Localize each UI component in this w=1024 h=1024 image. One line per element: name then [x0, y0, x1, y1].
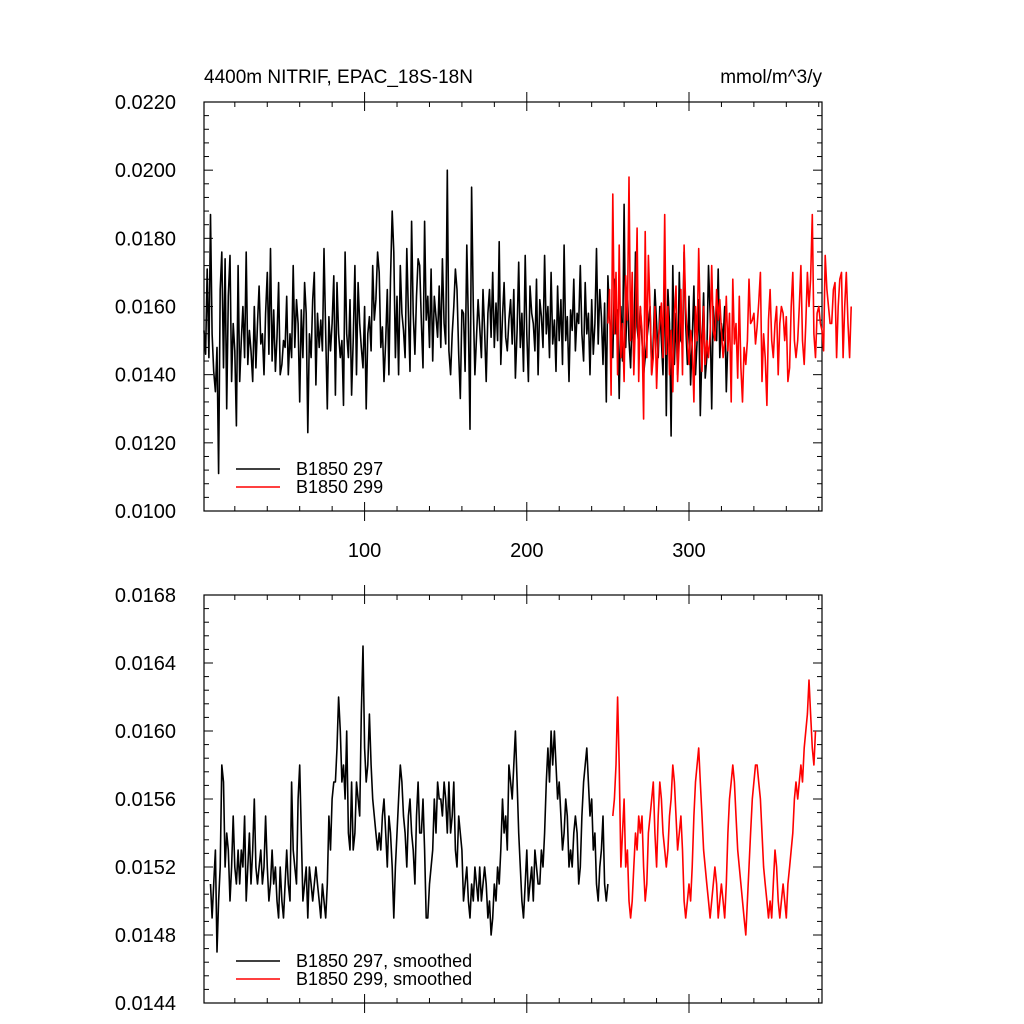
units-label: mmol/m^3/y [720, 67, 822, 88]
series-line-b1850-299 [607, 176, 852, 420]
x-tick-label: 100 [348, 540, 381, 562]
y-tick-label: 0.0156 [115, 789, 176, 811]
legend-label: B1850 299 [296, 477, 383, 497]
panel-smoothed: 0.0144 0.0148 0.0152 0.0156 0.0160 0.0164 0.01… [115, 585, 823, 1015]
legend-label: B1850 297 [296, 459, 383, 479]
series-layer [203, 169, 852, 475]
y-tick-label: 0.0140 [115, 365, 176, 387]
series-line-b1850-297 [203, 169, 729, 475]
chart-title: 4400m NITRIF, EPAC_18S-18N [204, 67, 473, 88]
series-layer [209, 645, 817, 953]
x-tick-label: 300 [672, 540, 705, 562]
y-tick-label: 0.0220 [115, 92, 176, 114]
legend-label: B1850 297, smoothed [296, 951, 472, 971]
y-tick-label: 0.0160 [115, 721, 176, 743]
series-line-b1850-299 [612, 679, 817, 936]
axes: 0.0100 0.0120 0.0140 0.0160 0.0180 0.0200 0.02… [115, 92, 823, 562]
y-tick-label: 0.0200 [115, 160, 176, 182]
y-tick-label: 0.0100 [115, 501, 176, 523]
legend-label: B1850 299, smoothed [296, 969, 472, 989]
y-tick-label: 0.0148 [115, 925, 176, 947]
y-tick-label: 0.0144 [115, 993, 176, 1015]
axes: 0.0144 0.0148 0.0152 0.0156 0.0160 0.0164 0.01… [115, 585, 823, 1015]
x-tick-label: 200 [510, 540, 543, 562]
panel-raw: 4400m NITRIF, EPAC_18S-18N mmol/m^3/y 0.… [115, 67, 852, 562]
y-tick-label: 0.0120 [115, 433, 176, 455]
y-tick-label: 0.0160 [115, 297, 176, 319]
y-tick-label: 0.0164 [115, 653, 176, 675]
y-tick-label: 0.0168 [115, 585, 176, 607]
series-line-b1850-297 [209, 645, 609, 953]
y-tick-label: 0.0152 [115, 857, 176, 879]
y-tick-label: 0.0180 [115, 228, 176, 250]
